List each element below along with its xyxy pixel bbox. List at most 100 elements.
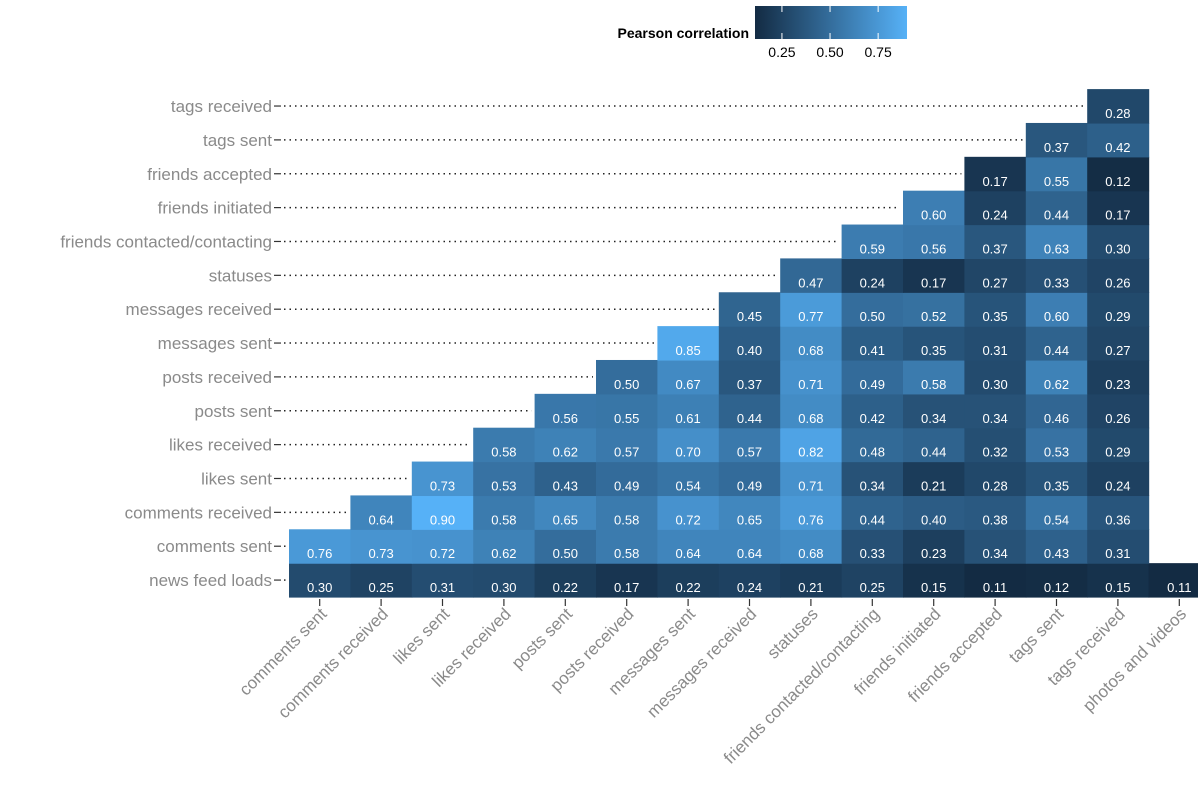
- heatmap-cell: [1148, 563, 1198, 598]
- cell-value-label: 0.85: [675, 343, 700, 358]
- heatmap-cell: [964, 563, 1027, 598]
- cell-value-label: 0.33: [860, 546, 885, 561]
- heatmap-cell: [780, 326, 843, 361]
- x-axis-label: messages received: [643, 604, 760, 721]
- cell-value-label: 0.11: [983, 580, 1007, 595]
- cell-value-label: 0.64: [368, 512, 393, 527]
- cell-value-label: 0.49: [737, 478, 762, 493]
- cell-value-label: 0.68: [798, 411, 823, 426]
- cell-value-label: 0.24: [860, 275, 885, 290]
- heatmap-cell: [657, 427, 720, 463]
- heatmap-cell: [473, 495, 536, 530]
- x-axis-label: tags sent: [1005, 604, 1067, 666]
- cell-value-label: 0.70: [675, 445, 700, 460]
- heatmap-cell: [534, 461, 597, 497]
- y-axis-label: news feed loads: [149, 571, 272, 590]
- cell-value-label: 0.71: [798, 478, 823, 493]
- cell-value-label: 0.27: [982, 275, 1007, 290]
- heatmap-cell: [1025, 258, 1088, 293]
- heatmap-cell: [780, 393, 843, 429]
- cell-value-label: 0.29: [1105, 309, 1130, 324]
- cell-value-label: 0.17: [1105, 208, 1130, 223]
- cell-value-label: 0.32: [982, 445, 1007, 460]
- cell-value-label: 0.27: [1105, 343, 1130, 358]
- heatmap-cell: [964, 461, 1027, 497]
- heatmap-cell: [1025, 359, 1088, 395]
- heatmap-cell: [780, 529, 843, 564]
- x-axis-label: comments received: [274, 604, 392, 722]
- heatmap-cell: [903, 461, 965, 497]
- heatmap-cell: [718, 529, 781, 564]
- cell-value-label: 0.30: [982, 377, 1007, 392]
- heatmap-cell: [964, 495, 1027, 530]
- heatmap-cell: [841, 461, 904, 497]
- colorbar-tick-label: 0.25: [768, 44, 795, 60]
- cell-value-label: 0.35: [1044, 478, 1069, 493]
- cell-value-label: 0.52: [921, 309, 946, 324]
- heatmap-cell: [780, 359, 843, 395]
- heatmap-cell: [841, 359, 904, 395]
- y-axis-label: likes received: [169, 436, 272, 455]
- heatmap-cell: [903, 359, 965, 395]
- heatmap-cell: [289, 529, 351, 564]
- y-axis-label: messages sent: [158, 334, 273, 353]
- heatmap-cell: [903, 529, 965, 564]
- y-axis-label: comments sent: [157, 537, 273, 556]
- cell-value-label: 0.47: [798, 275, 823, 290]
- heatmap-cell: [1025, 156, 1088, 192]
- cell-value-label: 0.34: [982, 546, 1007, 561]
- cell-value-label: 0.56: [553, 411, 578, 426]
- heatmap-cell: [1025, 224, 1088, 259]
- cell-value-label: 0.44: [860, 512, 885, 527]
- cell-value-label: 0.53: [491, 478, 516, 493]
- colorbar: [755, 6, 907, 39]
- heatmap-cell: [1087, 292, 1150, 327]
- cell-value-label: 0.31: [1105, 546, 1130, 561]
- cell-value-label: 0.12: [1105, 174, 1130, 189]
- y-axis-label: posts received: [162, 368, 272, 387]
- cell-value-label: 0.34: [982, 411, 1007, 426]
- colorbar-tick-label: 0.50: [816, 44, 843, 60]
- cell-value-label: 0.22: [675, 580, 700, 595]
- cell-value-label: 0.22: [553, 580, 578, 595]
- heatmap-cell: [841, 258, 904, 293]
- cell-value-label: 0.73: [430, 478, 455, 493]
- heatmap-cell: [534, 427, 597, 463]
- heatmap-cell: [718, 326, 781, 361]
- cell-value-label: 0.49: [614, 478, 639, 493]
- heatmap-cell: [718, 292, 781, 327]
- heatmap-cell: [1025, 190, 1088, 226]
- cell-value-label: 0.25: [368, 580, 393, 595]
- cell-value-label: 0.35: [921, 343, 946, 358]
- cell-value-label: 0.76: [798, 512, 823, 527]
- cell-value-label: 0.36: [1105, 512, 1130, 527]
- heatmap-cell: [964, 529, 1027, 564]
- y-axis-label: likes sent: [201, 469, 272, 488]
- heatmap-cell: [841, 495, 904, 530]
- x-axis-label: statuses: [764, 604, 822, 662]
- heatmap-cell: [718, 393, 781, 429]
- heatmap-cell: [1025, 529, 1088, 564]
- cell-value-label: 0.72: [675, 512, 700, 527]
- heatmap-cell: [1087, 122, 1150, 158]
- cell-value-label: 0.37: [982, 241, 1007, 256]
- heatmap-cell: [718, 359, 781, 395]
- heatmap-cell: [411, 461, 474, 497]
- heatmap-cell: [718, 461, 781, 497]
- colorbar-tick-label: 0.75: [865, 44, 892, 60]
- cell-value-label: 0.30: [307, 580, 332, 595]
- heatmap-cell: [964, 427, 1027, 463]
- cell-value-label: 0.64: [737, 546, 762, 561]
- cell-value-label: 0.68: [798, 343, 823, 358]
- heatmap-cell: [841, 292, 904, 327]
- y-axis-label: statuses: [209, 266, 272, 285]
- heatmap-cell: [780, 258, 843, 293]
- heatmap-cell: [534, 393, 597, 429]
- cell-value-label: 0.54: [675, 478, 700, 493]
- heatmap-cell: [289, 563, 351, 598]
- heatmap-cell: [964, 156, 1027, 192]
- heatmap-cell: [780, 495, 843, 530]
- cell-value-label: 0.77: [798, 309, 823, 324]
- cell-value-label: 0.30: [1105, 241, 1130, 256]
- cell-value-label: 0.55: [614, 411, 639, 426]
